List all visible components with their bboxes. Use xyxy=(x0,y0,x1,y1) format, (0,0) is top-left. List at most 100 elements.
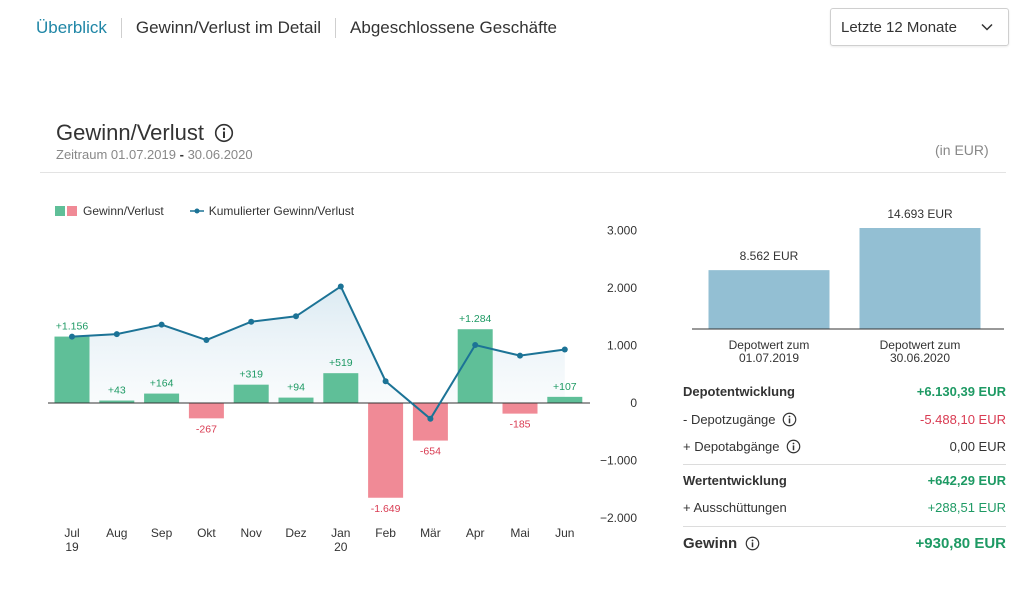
depot-category-label: 01.07.2019 xyxy=(739,351,799,365)
bar-0 xyxy=(54,336,90,403)
summary-divider xyxy=(683,526,1006,527)
info-icon[interactable] xyxy=(786,439,801,454)
value-ausschuettungen: +288,51 EUR xyxy=(927,500,1006,515)
bar-3 xyxy=(188,403,224,419)
cumulative-point-3 xyxy=(203,337,210,344)
depot-category-label: 30.06.2020 xyxy=(890,351,950,365)
legend-item-bars[interactable]: Gewinn/Verlust xyxy=(55,204,164,218)
label-depotzugaenge: - Depotzugänge xyxy=(683,412,776,427)
info-icon[interactable] xyxy=(745,536,760,551)
bar-7 xyxy=(368,403,404,498)
period-end: 30.06.2020 xyxy=(187,147,253,162)
cumulative-point-7 xyxy=(382,378,389,385)
cumulative-point-4 xyxy=(248,318,255,325)
chart-legend: Gewinn/Verlust Kumulierter Gewinn/Verlus… xyxy=(55,204,380,218)
row-gewinn: Gewinn +930,80 EUR xyxy=(683,535,1006,552)
row-wertentwicklung: Wertentwicklung +642,29 EUR xyxy=(683,473,1006,488)
x-tick-label: Mär xyxy=(420,526,441,540)
tab-divider xyxy=(120,18,122,38)
label-gewinn-wrap: Gewinn xyxy=(683,535,760,552)
legend-swatch-negative xyxy=(67,206,77,216)
period-select[interactable]: Letzte 12 Monate xyxy=(830,8,1009,46)
value-wertentwicklung: +642,29 EUR xyxy=(927,473,1006,488)
bar-5 xyxy=(278,397,314,403)
cumulative-point-5 xyxy=(293,313,299,320)
period-start: Zeitraum 01.07.2019 xyxy=(56,147,176,162)
cumulative-point-0 xyxy=(69,333,75,340)
info-icon[interactable] xyxy=(782,412,797,427)
depot-category-label: Depotwert zum xyxy=(729,338,810,352)
depot-bar-0 xyxy=(708,270,830,329)
period-dash: - xyxy=(179,147,184,162)
y-tick-label: 1.000 xyxy=(607,339,637,353)
cumulative-point-9 xyxy=(472,342,479,349)
row-ausschuettungen: + Ausschüttungen +288,51 EUR xyxy=(683,500,1006,515)
row-depotabgaenge: + Depotabgänge 0,00 EUR xyxy=(683,439,1006,454)
legend-label-line: Kumulierter Gewinn/Verlust xyxy=(208,204,355,218)
bar-2 xyxy=(144,393,180,403)
x-tick-label: Jun xyxy=(555,526,574,540)
cumulative-point-10 xyxy=(517,352,523,359)
bar-1 xyxy=(99,400,135,403)
x-tick-label: Dez xyxy=(285,526,306,540)
x-tick-label: Okt xyxy=(197,526,216,540)
x-tick-label: 20 xyxy=(334,540,348,554)
unit-note: (in EUR) xyxy=(935,142,989,158)
bar-label-1: +43 xyxy=(108,385,126,397)
x-tick-label: Jul xyxy=(64,526,79,540)
depot-bar-1 xyxy=(859,228,981,329)
depot-bar-label-1: 14.693 EUR xyxy=(887,207,953,221)
gewinn-verlust-chart: +1.156 +43 +164 -267 +319 +94 +519 -1.649 -654 +1… xyxy=(48,224,637,554)
bar-10 xyxy=(502,403,538,414)
y-tick-label: 3.000 xyxy=(607,224,637,238)
cumulative-point-6 xyxy=(337,283,344,290)
bar-label-11: +107 xyxy=(553,381,577,393)
y-tick-label: 0 xyxy=(630,396,637,410)
summary-divider xyxy=(683,464,1006,465)
x-tick-label: 19 xyxy=(65,540,79,554)
x-tick-label: Nov xyxy=(241,526,262,540)
tab-ueberblick[interactable]: Überblick xyxy=(36,18,107,37)
row-depotentwicklung: Depotentwicklung +6.130,39 EUR xyxy=(683,384,1006,399)
legend-item-line[interactable]: Kumulierter Gewinn/Verlust xyxy=(189,204,355,218)
y-tick-label: 2.000 xyxy=(607,281,637,295)
row-depotzugaenge: - Depotzugänge -5.488,10 EUR xyxy=(683,412,1006,427)
tab-bar: Überblick Gewinn/Verlust im Detail Abges… xyxy=(36,16,557,40)
cumulative-point-8 xyxy=(427,415,434,422)
cumulative-line xyxy=(71,284,565,421)
bar-11 xyxy=(547,396,583,403)
info-icon[interactable] xyxy=(214,123,234,143)
label-depotabgaenge: + Depotabgänge xyxy=(683,439,780,454)
label-depotentwicklung: Depotentwicklung xyxy=(683,384,795,399)
bar-4 xyxy=(233,384,269,403)
label-gewinn: Gewinn xyxy=(683,535,738,552)
bar-label-8: -654 xyxy=(420,446,441,458)
label-wertentwicklung: Wertentwicklung xyxy=(683,473,787,488)
tab-divider xyxy=(335,18,337,38)
depot-category-label: Depotwert zum xyxy=(880,338,961,352)
value-depotabgaenge: 0,00 EUR xyxy=(949,439,1006,454)
bar-label-9: +1.284 xyxy=(459,313,492,325)
bar-label-3: -267 xyxy=(196,423,217,435)
chevron-down-icon xyxy=(981,23,993,31)
x-tick-label: Apr xyxy=(466,526,485,540)
cumulative-area xyxy=(72,286,565,419)
label-depotzugaenge-wrap: - Depotzugänge xyxy=(683,412,797,427)
value-depotentwicklung: +6.130,39 EUR xyxy=(916,384,1006,399)
x-tick-label: Sep xyxy=(151,526,173,540)
tab-gewinn-verlust-detail[interactable]: Gewinn/Verlust im Detail xyxy=(135,18,322,37)
tab-abgeschlossene-geschaefte[interactable]: Abgeschlossene Geschäfte xyxy=(350,18,558,37)
bar-label-6: +519 xyxy=(329,357,353,369)
header-divider xyxy=(40,172,1006,173)
cumulative-point-2 xyxy=(158,321,165,328)
period-range: Zeitraum 01.07.2019 - 30.06.2020 xyxy=(56,147,253,162)
label-ausschuettungen: + Ausschüttungen xyxy=(683,500,787,515)
x-tick-label: Feb xyxy=(375,526,396,540)
legend-line-swatch xyxy=(189,208,204,214)
bar-label-2: +164 xyxy=(150,378,174,390)
bar-label-0: +1.156 xyxy=(56,321,89,333)
bar-label-10: -185 xyxy=(509,419,530,431)
bar-6 xyxy=(323,373,359,403)
panel-title: Gewinn/Verlust xyxy=(56,120,234,146)
